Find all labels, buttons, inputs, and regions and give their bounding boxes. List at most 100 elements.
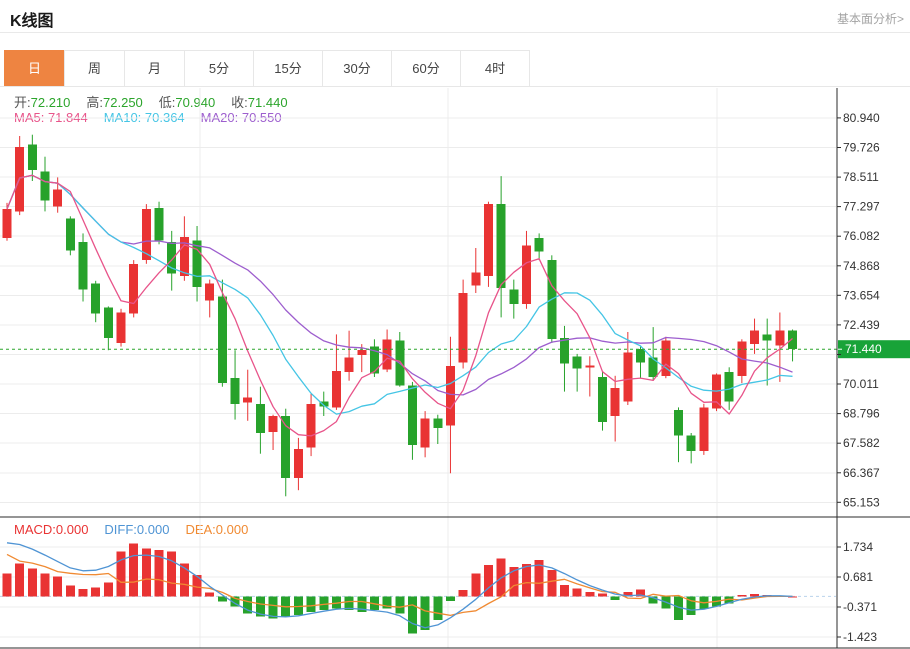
axis-tick-label: -0.371 [843, 600, 877, 614]
period-tabbar: 日周月 5分 15分 30分 60分 4时 [4, 50, 530, 87]
ohlc-label: 高: [86, 95, 104, 110]
macd-bar [484, 565, 493, 597]
candle-body [230, 378, 240, 404]
candle-body [103, 307, 113, 338]
macd-bar [331, 596, 341, 609]
fundamental-analysis-link[interactable]: 基本面分析> [836, 12, 904, 26]
candle-body [585, 365, 595, 368]
macd-bar [293, 596, 303, 615]
macd-bar [674, 596, 683, 620]
macd-bar [268, 596, 278, 619]
macd-bar [686, 596, 696, 615]
axis-tick-label: 0.681 [843, 570, 873, 584]
macd-bar [179, 563, 189, 597]
macd-bar [560, 585, 569, 597]
macd-bar [623, 591, 633, 597]
macd-bar [585, 591, 595, 597]
candle-body [179, 237, 189, 276]
candle-body [420, 418, 430, 448]
axis-tick-label: 77.297 [843, 200, 880, 214]
axis-tick-label: 65.153 [843, 495, 880, 509]
candle-body [445, 366, 455, 426]
candles [2, 134, 797, 497]
macd-bar [167, 551, 177, 597]
candle-body [598, 377, 607, 422]
macd-bar [598, 593, 607, 597]
macd-bar [395, 596, 405, 614]
candle-body [484, 204, 493, 276]
macd-bar [344, 596, 354, 611]
axis-tick-label: 74.868 [843, 259, 880, 273]
macd-bar [610, 596, 620, 601]
axis-tick-label: 73.654 [843, 288, 880, 302]
macd-bar [205, 592, 215, 597]
axis-tick-label: 66.367 [843, 466, 880, 480]
candle-body [268, 416, 278, 432]
candle-body [762, 334, 772, 341]
candle-body [357, 350, 367, 356]
candle-body [686, 435, 696, 452]
candle-body [255, 403, 265, 433]
candle-body [192, 240, 202, 287]
macd-bar [420, 596, 430, 630]
dea-line [6, 553, 793, 617]
candle-body [750, 330, 759, 345]
tab-period-15分[interactable]: 15分 [253, 50, 323, 87]
candle-body [205, 283, 215, 301]
ma5-line [6, 174, 793, 437]
ohlc-label: 开: [14, 95, 31, 110]
macd-bar [522, 564, 531, 597]
tab-period-60分[interactable]: 60分 [391, 50, 461, 87]
candle-body [648, 357, 658, 377]
axis-tick-label: 67.582 [843, 436, 880, 450]
candle-body [509, 289, 519, 304]
ohlc-value: 71.440 [247, 95, 288, 110]
macd-indicator: DEA:0.000 [185, 522, 249, 537]
tab-period-日[interactable]: 日 [4, 50, 65, 87]
header-divider [0, 32, 910, 33]
macd-bar [141, 548, 151, 597]
candle-body [319, 401, 329, 407]
macd-bar [40, 573, 50, 597]
candle-body [306, 403, 316, 448]
candle-body [217, 296, 227, 384]
macd-bar [15, 563, 25, 597]
page-title: K线图 [10, 13, 54, 30]
macd-indicator: MACD:0.000 [14, 522, 89, 537]
tabbar-underline [0, 86, 910, 87]
macd-bar [243, 596, 253, 614]
macd-bar [572, 588, 582, 597]
macd-bar [129, 543, 139, 597]
macd-bar [737, 595, 747, 597]
macd-bar [471, 573, 481, 597]
candle-body [699, 407, 709, 452]
macd-bar [91, 587, 101, 597]
ohlc-label: 低: [158, 95, 176, 110]
macd-readout: MACD:0.000 DIFF:0.000 DEA:0.000 [14, 522, 264, 537]
axis-tick-label: 72.439 [843, 318, 880, 332]
macd-bar [750, 594, 759, 597]
axis-tick-label: 78.511 [843, 170, 879, 184]
candle-body [91, 283, 101, 314]
macd-indicator: DIFF:0.000 [104, 522, 170, 537]
ohlc-value: 72.250 [103, 95, 143, 110]
candle-body [369, 346, 379, 374]
axis-tick-label: 68.796 [843, 407, 880, 421]
macd-bar [382, 596, 392, 609]
ma20-line [6, 174, 793, 396]
macd-bar [357, 596, 367, 612]
candle-body [522, 245, 531, 304]
tab-period-月[interactable]: 月 [124, 50, 185, 87]
axis-tick-label: 80.940 [843, 111, 880, 125]
tab-period-30分[interactable]: 30分 [322, 50, 392, 87]
axes [0, 88, 910, 649]
macd-bar [53, 576, 63, 597]
candle-body [331, 370, 341, 408]
macd-bar [319, 596, 329, 611]
tab-period-5分[interactable]: 5分 [184, 50, 254, 87]
macd-bar [230, 596, 240, 607]
current-price-label: 71.440 [845, 342, 882, 356]
ohlc-value: 72.210 [30, 95, 71, 110]
